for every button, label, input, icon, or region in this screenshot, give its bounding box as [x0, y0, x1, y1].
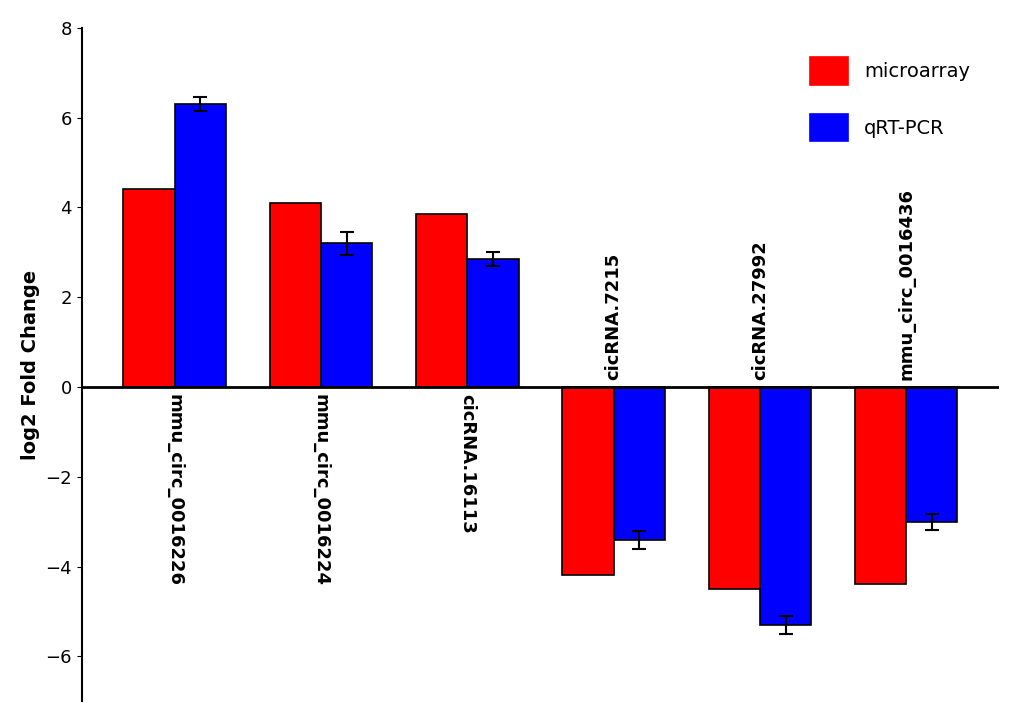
- Bar: [467, 259, 518, 387]
- Bar: [269, 203, 321, 387]
- Legend: microarray, qRT-PCR: microarray, qRT-PCR: [790, 38, 988, 160]
- Bar: [123, 189, 174, 387]
- Bar: [708, 387, 759, 589]
- Bar: [416, 214, 467, 387]
- Bar: [613, 387, 664, 539]
- Text: cicRNA.7215: cicRNA.7215: [604, 253, 622, 380]
- Bar: [759, 387, 810, 625]
- Bar: [561, 387, 613, 575]
- Text: mmu_circ_0016224: mmu_circ_0016224: [312, 393, 330, 586]
- Bar: [854, 387, 905, 584]
- Y-axis label: log2 Fold Change: log2 Fold Change: [20, 269, 40, 460]
- Text: mmu_circ_0016436: mmu_circ_0016436: [897, 188, 914, 380]
- Text: cicRNA.27992: cicRNA.27992: [750, 240, 768, 380]
- Text: mmu_circ_0016226: mmu_circ_0016226: [165, 393, 183, 586]
- Bar: [905, 387, 957, 521]
- Bar: [174, 104, 225, 387]
- Text: cicRNA.16113: cicRNA.16113: [458, 393, 476, 534]
- Bar: [321, 243, 372, 387]
